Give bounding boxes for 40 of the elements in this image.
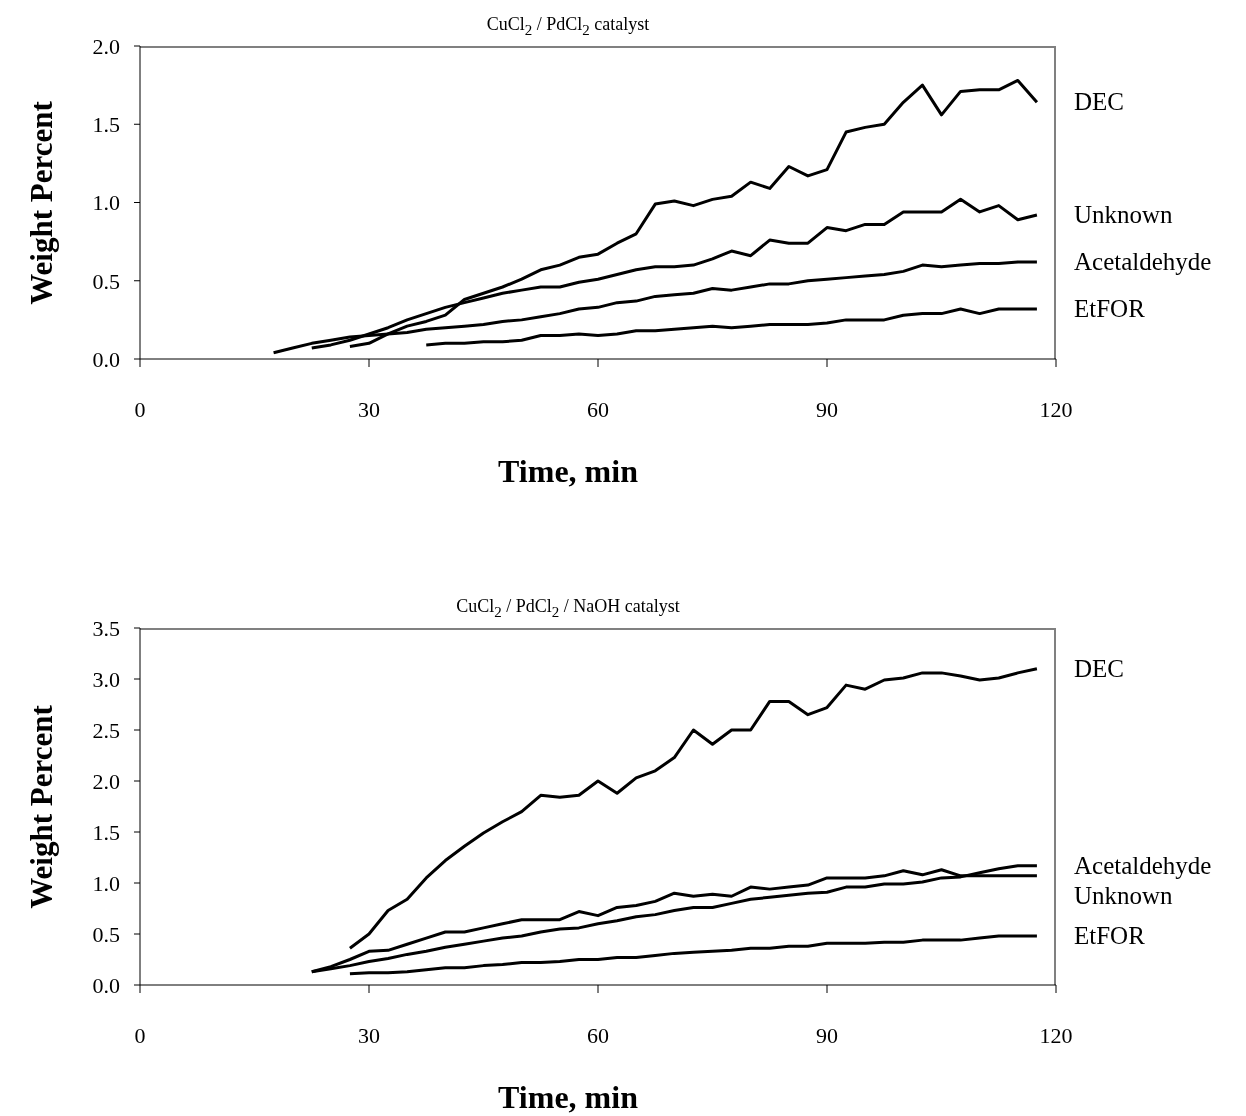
x-axis-title: Time, min — [497, 453, 639, 490]
line-series — [348, 667, 1039, 950]
chart-title: CuCl$_{2}$ / PdCl$_{2}$ catalyst — [485, 14, 651, 39]
x-tick-label: 90 — [816, 396, 838, 422]
y-tick-label: 2.0 — [92, 768, 120, 794]
x-tick-label: 0 — [134, 396, 146, 422]
series-label: Unknown — [1074, 200, 1173, 230]
x-axis-title: Time, min — [497, 1079, 639, 1116]
y-tick-label: 3.5 — [92, 615, 120, 641]
line-series — [348, 934, 1039, 976]
y-axis-title: Weight Percent — [24, 100, 60, 305]
x-tick-label: 120 — [1039, 1022, 1073, 1048]
line-series — [424, 307, 1039, 347]
series-label: Acetaldehyde — [1074, 850, 1212, 881]
y-tick-label: 1.0 — [92, 190, 120, 216]
series-label: EtFOR — [1074, 293, 1145, 324]
x-tick-label: 120 — [1039, 396, 1073, 422]
series-label: DEC — [1074, 87, 1124, 118]
x-tick-label: 0 — [134, 1022, 146, 1048]
series-label: Unknown — [1074, 880, 1173, 911]
y-tick-label: 0.5 — [92, 268, 120, 294]
series-label: Acetaldehyde — [1074, 246, 1212, 277]
y-tick-label: 0.5 — [92, 921, 120, 947]
y-tick-label: 3.0 — [92, 666, 120, 692]
y-tick-label: 1.5 — [92, 819, 120, 845]
x-tick-label: 90 — [816, 1022, 838, 1048]
x-tick-label: 60 — [587, 396, 609, 422]
y-tick-label: 2.0 — [92, 33, 120, 59]
series-label: EtFOR — [1074, 921, 1145, 952]
series-label: DEC — [1074, 653, 1124, 684]
y-tick-label: 1.0 — [92, 870, 120, 896]
y-tick-label: 0.0 — [92, 346, 120, 372]
y-tick-label: 2.5 — [92, 717, 120, 743]
chart-title: CuCl$_{2}$ / PdCl$_{2}$ / NaOH catalyst — [455, 596, 681, 621]
x-tick-label: 30 — [358, 396, 380, 422]
y-tick-label: 0.0 — [92, 972, 120, 998]
y-axis-title: Weight Percent — [24, 704, 60, 909]
y-tick-label: 1.5 — [92, 112, 120, 138]
x-tick-label: 30 — [358, 1022, 380, 1048]
x-tick-label: 60 — [587, 1022, 609, 1048]
